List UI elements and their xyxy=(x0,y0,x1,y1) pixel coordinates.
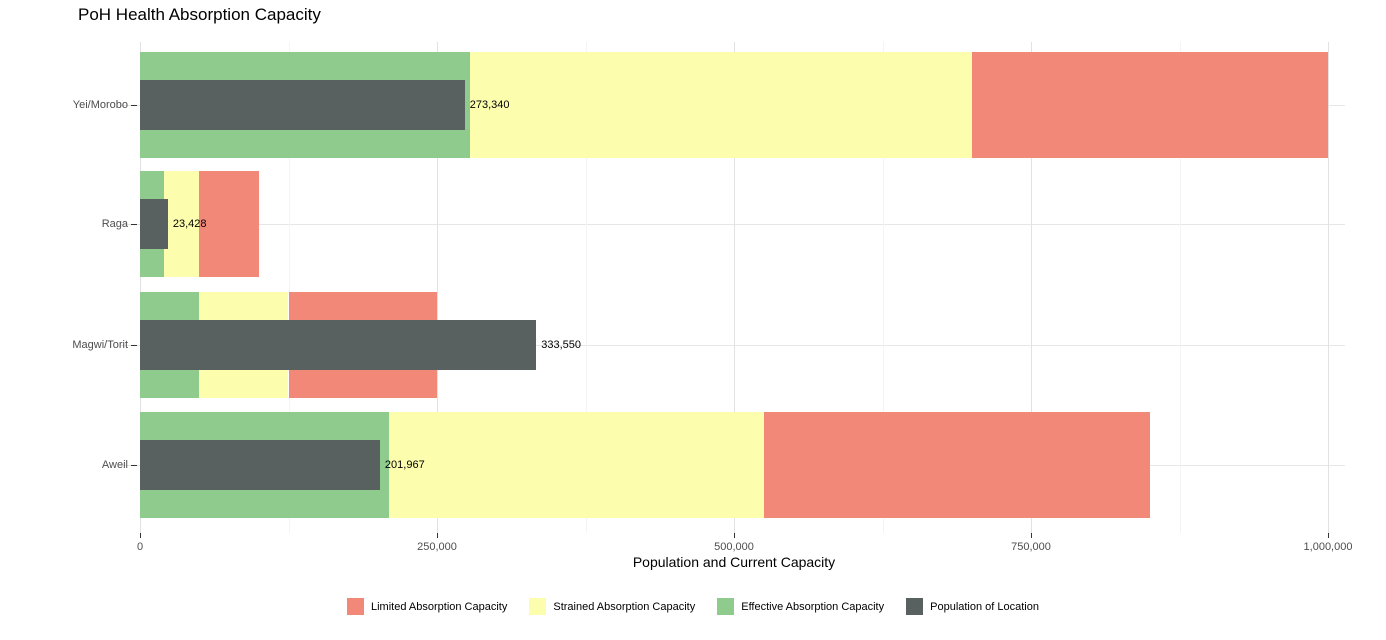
legend-label: Population of Location xyxy=(930,600,1039,613)
gridline-vertical xyxy=(1328,42,1329,533)
x-axis-tick-label: 1,000,000 xyxy=(1303,541,1353,553)
gridline-vertical-minor xyxy=(585,42,587,533)
legend-swatch-limited xyxy=(347,598,364,615)
population-bar xyxy=(140,440,380,490)
legend-item-limited: Limited Absorption Capacity xyxy=(347,598,507,615)
x-axis-title: Population and Current Capacity xyxy=(632,554,836,570)
y-axis-tick xyxy=(131,105,137,106)
population-bar xyxy=(140,80,465,130)
legend-item-effective: Effective Absorption Capacity xyxy=(717,598,884,615)
x-axis-tick-label: 250,000 xyxy=(417,541,457,553)
x-axis-tick xyxy=(1328,533,1329,538)
y-axis-category-label: Yei/Morobo xyxy=(72,99,128,111)
legend-item-population: Population of Location xyxy=(906,598,1039,615)
chart-title: PoH Health Absorption Capacity xyxy=(78,5,321,24)
y-axis-category-label: Aweil xyxy=(101,459,128,471)
bar-segment-strained xyxy=(470,52,972,158)
legend-label: Limited Absorption Capacity xyxy=(371,600,508,613)
x-axis-tick xyxy=(140,533,141,538)
x-axis-tick xyxy=(734,533,735,538)
y-axis-tick xyxy=(131,345,137,346)
population-value-label: 201,967 xyxy=(384,459,425,471)
gridline-vertical xyxy=(437,42,438,533)
gridline-horizontal xyxy=(120,344,1345,346)
legend-swatch-strained xyxy=(529,598,547,615)
population-bar xyxy=(140,199,168,249)
legend: Limited Absorption Capacity Strained Abs… xyxy=(0,598,1386,615)
population-bar xyxy=(140,320,537,370)
gridline-vertical xyxy=(734,42,735,533)
legend-swatch-effective xyxy=(717,598,735,615)
x-axis-tick-label: 500,000 xyxy=(714,541,754,553)
x-axis-tick xyxy=(437,533,438,538)
gridline-vertical xyxy=(1031,42,1032,533)
gridline-vertical-minor xyxy=(1179,42,1181,533)
x-axis-tick-label: 0 xyxy=(136,541,144,553)
x-axis-tick xyxy=(1031,533,1032,538)
bar-segment-strained xyxy=(163,171,200,277)
gridline-vertical-minor xyxy=(288,42,290,533)
y-axis-tick xyxy=(131,465,137,466)
population-value-label: 23,428 xyxy=(172,218,207,230)
y-axis-tick xyxy=(131,224,137,225)
legend-swatch-population xyxy=(906,598,924,615)
legend-label: Effective Absorption Capacity xyxy=(741,600,885,613)
legend-label: Strained Absorption Capacity xyxy=(553,600,696,613)
population-value-label: 333,550 xyxy=(541,339,582,351)
bar-segment-limited xyxy=(199,171,259,277)
y-axis-category-label: Raga xyxy=(101,218,128,230)
population-value-label: 273,340 xyxy=(469,99,510,111)
bar-segment-limited xyxy=(971,52,1328,158)
bar-segment-strained xyxy=(389,412,764,518)
gridline-horizontal xyxy=(120,223,1345,225)
gridline-vertical-minor xyxy=(882,42,884,533)
legend-item-strained: Strained Absorption Capacity xyxy=(529,598,695,615)
bar-segment-limited xyxy=(763,412,1150,518)
y-axis-category-label: Magwi/Torit xyxy=(72,339,128,351)
x-axis-tick-label: 750,000 xyxy=(1011,541,1051,553)
gridline-vertical xyxy=(140,42,141,533)
